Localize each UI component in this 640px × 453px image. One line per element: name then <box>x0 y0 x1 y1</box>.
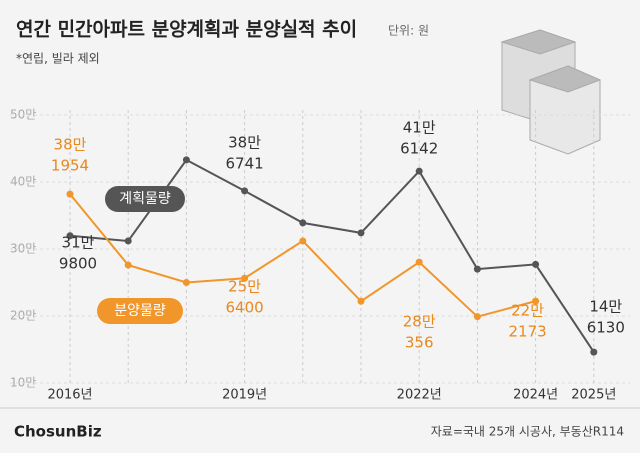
point <box>590 348 598 356</box>
value-label: 6142 <box>400 140 438 158</box>
value-label: 356 <box>405 334 434 352</box>
x-tick-label: 2019년 <box>222 388 267 403</box>
value-label: 6400 <box>226 299 264 317</box>
value-label: 14만 <box>589 298 622 316</box>
point <box>66 190 74 198</box>
value-label: 1954 <box>51 157 89 175</box>
point <box>357 229 365 237</box>
value-label: 9800 <box>59 255 97 273</box>
point <box>124 237 132 245</box>
point <box>182 279 190 286</box>
point <box>241 274 249 282</box>
point <box>66 232 74 240</box>
point <box>415 258 423 266</box>
building-illustration <box>500 29 602 155</box>
legend-label: 분양물량 <box>114 303 166 319</box>
value-label: 2173 <box>509 323 547 341</box>
value-label: 22만 <box>511 302 544 320</box>
x-tick-label: 2022년 <box>397 388 442 403</box>
legend-label: 계획물량 <box>119 191 171 207</box>
point <box>241 187 249 195</box>
x-tick-label: 2016년 <box>47 388 92 403</box>
point <box>532 297 540 305</box>
value-label: 31만 <box>62 234 95 252</box>
point <box>532 260 540 268</box>
note: *연립, 빌라 제외 <box>16 52 100 66</box>
x-tick-label: 2024년 <box>513 388 558 403</box>
x-tick-label: 2025년 <box>571 388 616 403</box>
value-label: 41만 <box>403 119 436 137</box>
value-label: 6130 <box>587 319 625 337</box>
value-label: 38만 <box>54 136 87 154</box>
point <box>299 237 307 245</box>
point <box>299 219 307 227</box>
source: 자료=국내 25개 시공사, 부동산R114 <box>431 425 624 439</box>
point <box>473 313 481 321</box>
point <box>357 297 365 305</box>
value-label: 25만 <box>228 278 261 296</box>
value-label: 6741 <box>226 155 264 173</box>
point <box>415 167 423 175</box>
legend-pill <box>105 186 185 212</box>
unit: 단위: 원 <box>388 24 429 38</box>
chart-title: 연간 민간아파트 분양계획과 분양실적 추이 <box>16 19 357 41</box>
value-label: 38만 <box>228 134 261 152</box>
value-label: 28만 <box>403 313 436 331</box>
legend-pill <box>97 298 183 324</box>
point <box>182 156 190 164</box>
point <box>124 261 132 269</box>
point <box>473 265 481 273</box>
logo: ChosunBiz <box>14 423 102 441</box>
